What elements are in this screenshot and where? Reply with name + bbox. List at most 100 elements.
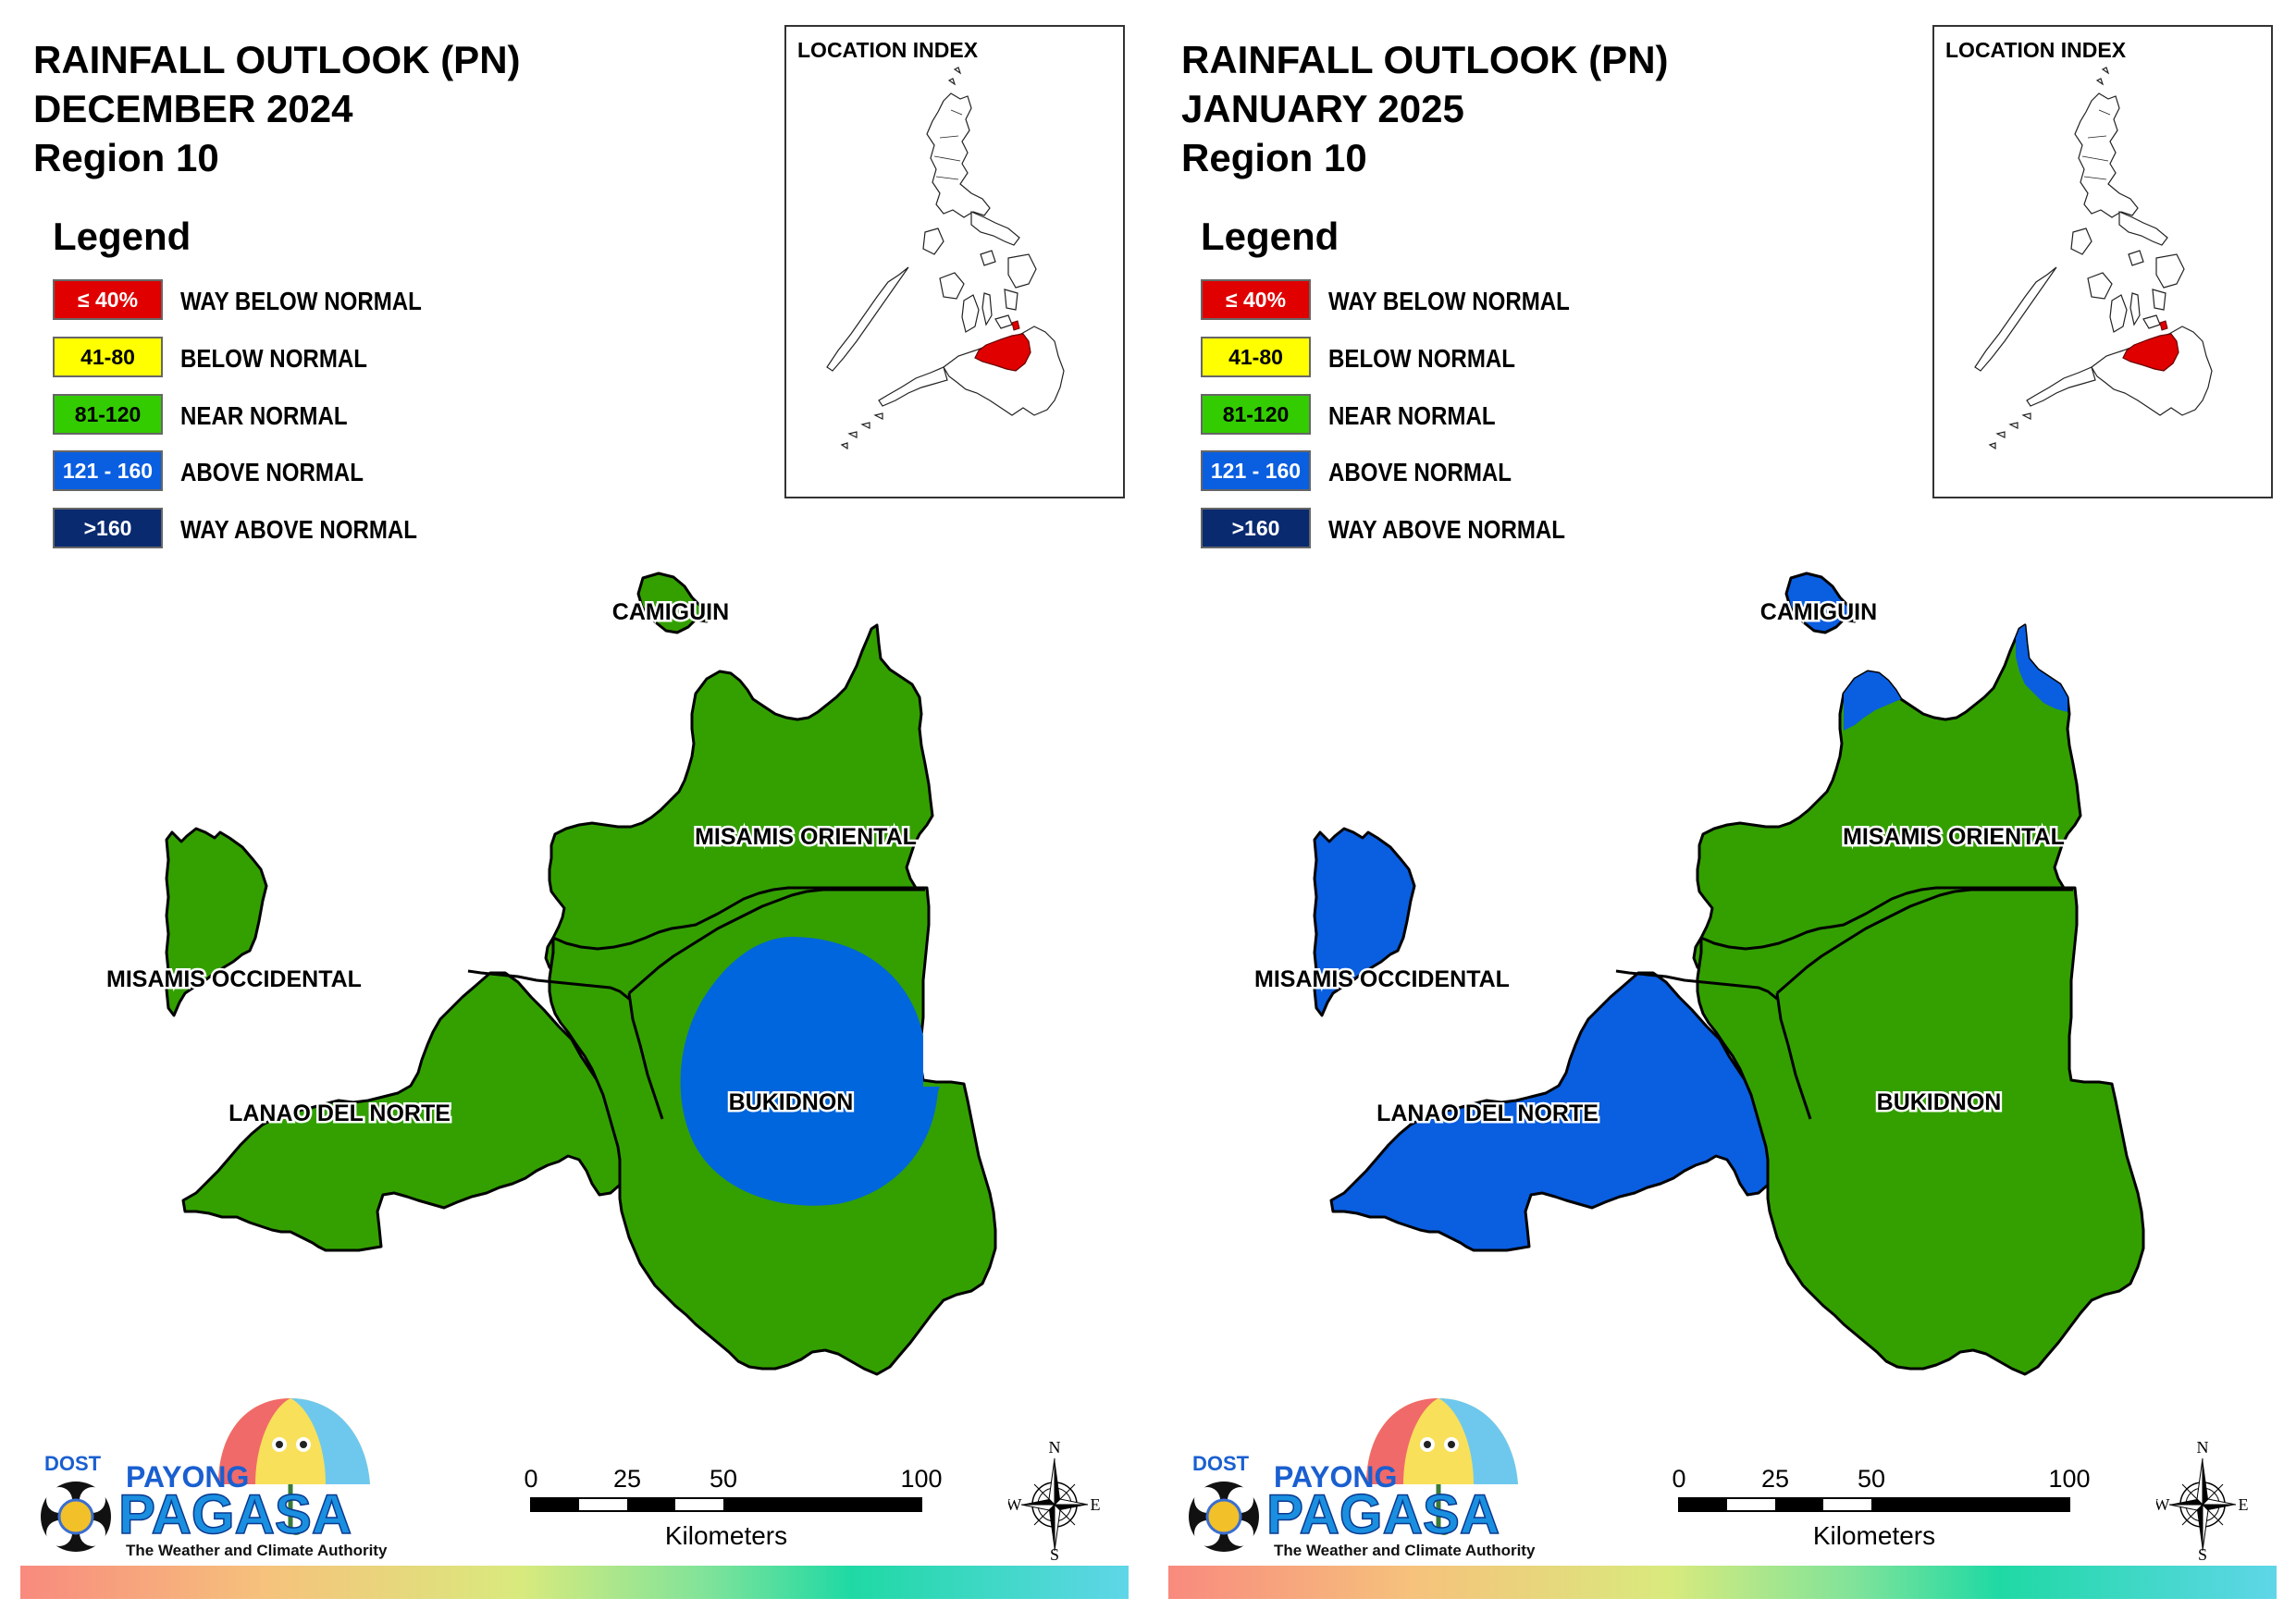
title-line-2: DECEMBER 2024	[33, 87, 353, 130]
border-lanao-bukidnon	[1775, 992, 1812, 1120]
legend-swatch: 121 - 160	[1201, 450, 1311, 491]
legend-item-way-below: ≤ 40% WAY BELOW NORMAL	[53, 279, 515, 320]
compass-e: E	[1091, 1495, 1101, 1514]
compass-e: E	[2239, 1495, 2249, 1514]
footer-gradient-bar	[20, 1566, 1129, 1599]
philippines-outline-map	[826, 67, 1065, 450]
legend-label: BELOW NORMAL	[1328, 344, 1515, 373]
scale-tick-25: 25	[613, 1465, 641, 1493]
logo-pagasa: PAGASA	[118, 1483, 352, 1545]
legend-label: WAY BELOW NORMAL	[180, 287, 422, 315]
location-index-inset: LOCATION INDEX	[1932, 25, 2273, 498]
palawan-shape	[1974, 266, 2057, 372]
scale-bar: 0 25 50 100 Kilometers	[524, 1465, 942, 1550]
compass-w: W	[1008, 1495, 1022, 1514]
luzon-shape	[926, 92, 991, 218]
misamis-occidental-province	[1313, 827, 1416, 1017]
misamis-oriental-east-zone	[2016, 625, 2068, 712]
border-misamis-bukidnon	[628, 888, 925, 995]
border-lanao-misamis	[467, 969, 630, 1001]
legend-swatch: >160	[1201, 508, 1311, 548]
label-bukidnon: BUKIDNON	[729, 1089, 854, 1115]
border-misamis-bukidnon	[1776, 888, 2073, 995]
legend-label: WAY ABOVE NORMAL	[180, 515, 417, 544]
legend-label: WAY BELOW NORMAL	[1328, 287, 1570, 315]
legend-swatch: 41-80	[1201, 337, 1311, 377]
legend-swatch: ≤ 40%	[1201, 279, 1311, 320]
bicol-shape	[970, 211, 1020, 246]
label-lanao-del-norte: LANAO DEL NORTE	[228, 1100, 451, 1126]
philippines-outline-map	[1974, 67, 2213, 450]
bukidnon-province	[1696, 886, 2145, 1376]
payong-pagasa-logo: DOST PAYONG PAGASA The Weather and Clima…	[1189, 1398, 1536, 1559]
legend-label: ABOVE NORMAL	[180, 458, 364, 486]
camiguin-island	[1784, 572, 1862, 634]
compass-w: W	[2156, 1495, 2170, 1514]
palawan-shape	[826, 266, 909, 372]
region-10-highlight	[974, 333, 1031, 372]
legend-swatch: 41-80	[53, 337, 163, 377]
legend-label: WAY ABOVE NORMAL	[1328, 515, 1565, 544]
inset-title: LOCATION INDEX	[1945, 38, 2127, 62]
umbrella-icon	[1366, 1398, 1518, 1535]
legend-swatch: ≤ 40%	[53, 279, 163, 320]
label-misamis-oriental: MISAMIS ORIENTAL	[695, 824, 917, 850]
outlook-panel-january: RAINFALL OUTLOOK (PN) JANUARY 2025 Regio…	[1148, 0, 2296, 1623]
label-misamis-oriental: MISAMIS ORIENTAL	[1843, 824, 2065, 850]
scale-tick-50: 50	[1858, 1465, 1885, 1493]
compass-n: N	[2197, 1438, 2209, 1457]
outlook-panel-december: RAINFALL OUTLOOK (PN) DECEMBER 2024 Regi…	[20, 25, 1129, 1599]
title-line-1: RAINFALL OUTLOOK (PN)	[1181, 38, 1669, 81]
inset-title: LOCATION INDEX	[797, 38, 979, 62]
title-line-2: JANUARY 2025	[1181, 87, 1464, 130]
legend-item-way-above: >160 WAY ABOVE NORMAL	[1201, 508, 1663, 548]
payong-pagasa-logo: DOST PAYONG PAGASA The Weather and Clima…	[41, 1398, 388, 1559]
legend-item-near: 81-120 NEAR NORMAL	[1201, 394, 1663, 435]
logo-tagline: The Weather and Climate Authority	[126, 1542, 388, 1559]
region-10-map: CAMIGUIN MISAMIS ORIENTAL MISAMIS OCCIDE…	[105, 572, 997, 1376]
logo-tagline: The Weather and Climate Authority	[1274, 1542, 1536, 1559]
legend-swatch: 121 - 160	[53, 450, 163, 491]
legend-label: NEAR NORMAL	[1328, 401, 1496, 430]
legend-item-near: 81-120 NEAR NORMAL	[53, 394, 515, 435]
scale-tick-0: 0	[1672, 1465, 1685, 1493]
label-camiguin: CAMIGUIN	[612, 599, 729, 625]
legend-item-above: 121 - 160 ABOVE NORMAL	[1201, 450, 1663, 491]
scale-tick-100: 100	[2048, 1465, 2090, 1493]
logo-payong: PAYONG	[126, 1460, 249, 1494]
map-title: RAINFALL OUTLOOK (PN) DECEMBER 2024 Regi…	[33, 35, 521, 182]
compass-n: N	[1049, 1438, 1061, 1457]
luzon-shape	[2074, 92, 2139, 218]
title-line-3: Region 10	[1181, 136, 1367, 179]
scale-tick-100: 100	[900, 1465, 942, 1493]
misamis-oriental-north-zone	[1844, 671, 1901, 731]
compass-rose-icon: N S E W	[1008, 1438, 1101, 1563]
scale-tick-0: 0	[524, 1465, 537, 1493]
legend-label: NEAR NORMAL	[180, 401, 348, 430]
camiguin-island	[636, 572, 714, 634]
title-line-1: RAINFALL OUTLOOK (PN)	[33, 38, 521, 81]
legend-title: Legend	[1201, 215, 1339, 258]
legend-item-below: 41-80 BELOW NORMAL	[1201, 337, 1663, 377]
location-index-inset: LOCATION INDEX	[784, 25, 1125, 498]
legend-label: BELOW NORMAL	[180, 344, 367, 373]
legend-item-above: 121 - 160 ABOVE NORMAL	[53, 450, 515, 491]
border-lanao-misamis	[1615, 969, 1778, 1001]
scale-unit: Kilometers	[665, 1521, 787, 1550]
compass-rose-icon: N S E W	[2156, 1438, 2249, 1563]
dost-seal-icon	[1189, 1482, 1259, 1552]
label-misamis-occidental: MISAMIS OCCIDENTAL	[1254, 966, 1510, 992]
scale-bar: 0 25 50 100 Kilometers	[1672, 1465, 2090, 1550]
legend-item-way-above: >160 WAY ABOVE NORMAL	[53, 508, 515, 548]
compass-s: S	[1050, 1545, 1059, 1563]
logo-pagasa: PAGASA	[1266, 1483, 1500, 1545]
misamis-occidental-province	[165, 827, 268, 1017]
scale-tick-25: 25	[1761, 1465, 1789, 1493]
legend-item-below: 41-80 BELOW NORMAL	[53, 337, 515, 377]
legend-label: ABOVE NORMAL	[1328, 458, 1512, 486]
compass-s: S	[2198, 1545, 2207, 1563]
scale-tick-50: 50	[710, 1465, 737, 1493]
dost-seal-icon	[41, 1482, 111, 1552]
legend-swatch: >160	[53, 508, 163, 548]
logo-payong: PAYONG	[1274, 1460, 1397, 1494]
